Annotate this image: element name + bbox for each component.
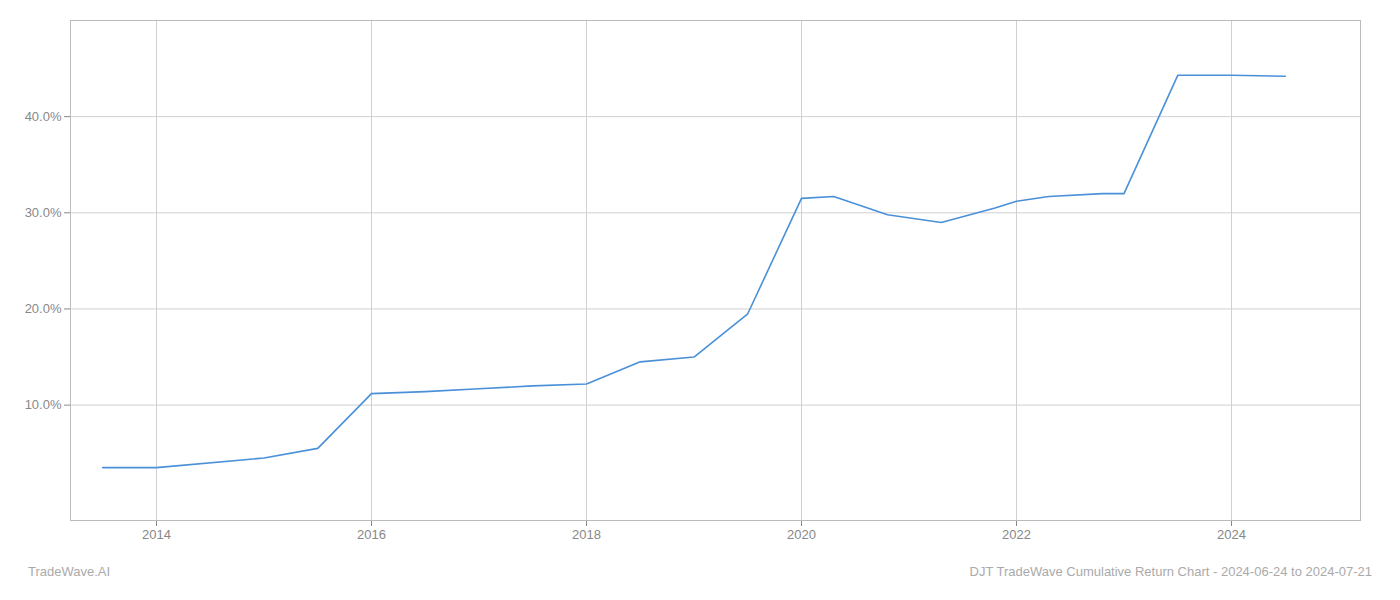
svg-text:2024: 2024 <box>1217 527 1246 542</box>
svg-text:2020: 2020 <box>787 527 816 542</box>
svg-text:2014: 2014 <box>142 527 171 542</box>
svg-text:2018: 2018 <box>572 527 601 542</box>
svg-text:40.0%: 40.0% <box>25 109 62 124</box>
svg-text:10.0%: 10.0% <box>25 397 62 412</box>
html-text:TradeWave.AI: TradeWave.AI <box>28 564 111 579</box>
svg-text:2016: 2016 <box>357 527 386 542</box>
svg-text:20.0%: 20.0% <box>25 301 62 316</box>
svg-text:2022: 2022 <box>1002 527 1031 542</box>
html-text:DJT TradeWave Cumulative Retur: DJT TradeWave Cumulative Return Chart - … <box>969 564 1372 579</box>
svg-text:30.0%: 30.0% <box>25 205 62 220</box>
